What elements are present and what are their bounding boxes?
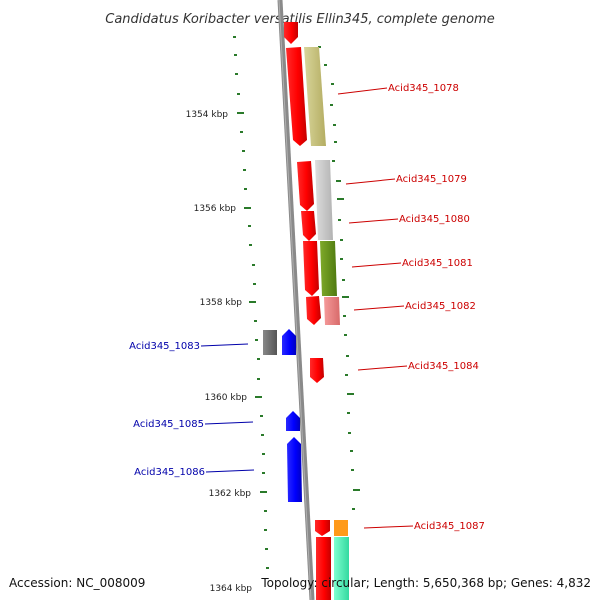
gene-labels: Acid345_1078 Acid345_1079 Acid345_1080 A…	[129, 83, 485, 532]
gene-arrow[interactable]	[297, 161, 314, 211]
cog-track	[263, 330, 277, 355]
gene-arrow[interactable]	[315, 520, 330, 536]
gene-label[interactable]: Acid345_1083	[129, 341, 200, 352]
cog-track	[334, 520, 348, 536]
kbp-label: 1360 kbp	[205, 393, 248, 403]
ruler-ticks	[233, 36, 269, 569]
gene-arrow[interactable]	[286, 47, 307, 146]
gene-arrow[interactable]	[282, 329, 296, 355]
forward-genes	[284, 22, 331, 600]
gene-arrow[interactable]	[310, 358, 324, 383]
kbp-label: 1354 kbp	[186, 110, 229, 120]
gene-label[interactable]: Acid345_1085	[133, 419, 204, 430]
label-leaders	[200, 87, 414, 529]
gene-label[interactable]: Acid345_1082	[405, 301, 476, 312]
function-tracks	[263, 47, 349, 600]
ruler-labels: 1354 kbp 1356 kbp 1358 kbp 1360 kbp 1362…	[186, 110, 253, 594]
gene-arrow[interactable]	[306, 296, 321, 325]
gc-content-marks	[318, 46, 360, 510]
gene-arrow[interactable]	[316, 537, 331, 600]
gene-label[interactable]: Acid345_1081	[402, 258, 473, 269]
cog-track	[324, 297, 340, 325]
gene-arrow[interactable]	[303, 241, 319, 296]
cog-track	[320, 241, 337, 296]
cog-track	[304, 47, 326, 146]
reverse-genes	[282, 329, 302, 502]
gene-arrow[interactable]	[287, 437, 302, 502]
cog-track	[334, 537, 349, 600]
gene-arrow[interactable]	[284, 22, 298, 44]
map-title: Candidatus Koribacter versatilis Ellin34…	[105, 12, 494, 27]
kbp-label: 1358 kbp	[200, 298, 243, 308]
kbp-label: 1364 kbp	[210, 584, 253, 594]
genome-summary-text: Topology: circular; Length: 5,650,368 bp…	[260, 576, 591, 590]
gene-label[interactable]: Acid345_1078	[388, 83, 459, 94]
gene-label[interactable]: Acid345_1084	[408, 361, 479, 372]
gene-arrow[interactable]	[301, 211, 316, 241]
genome-backbone	[277, 0, 315, 600]
gene-label[interactable]: Acid345_1079	[396, 174, 467, 185]
cog-track	[315, 160, 333, 240]
gene-label[interactable]: Acid345_1080	[399, 214, 470, 225]
gene-arrow[interactable]	[286, 411, 300, 431]
gene-label[interactable]: Acid345_1087	[414, 521, 485, 532]
accession-text: Accession: NC_008009	[9, 576, 145, 590]
kbp-label: 1356 kbp	[194, 204, 237, 214]
kbp-label: 1362 kbp	[209, 489, 252, 499]
gene-label[interactable]: Acid345_1086	[134, 467, 205, 478]
